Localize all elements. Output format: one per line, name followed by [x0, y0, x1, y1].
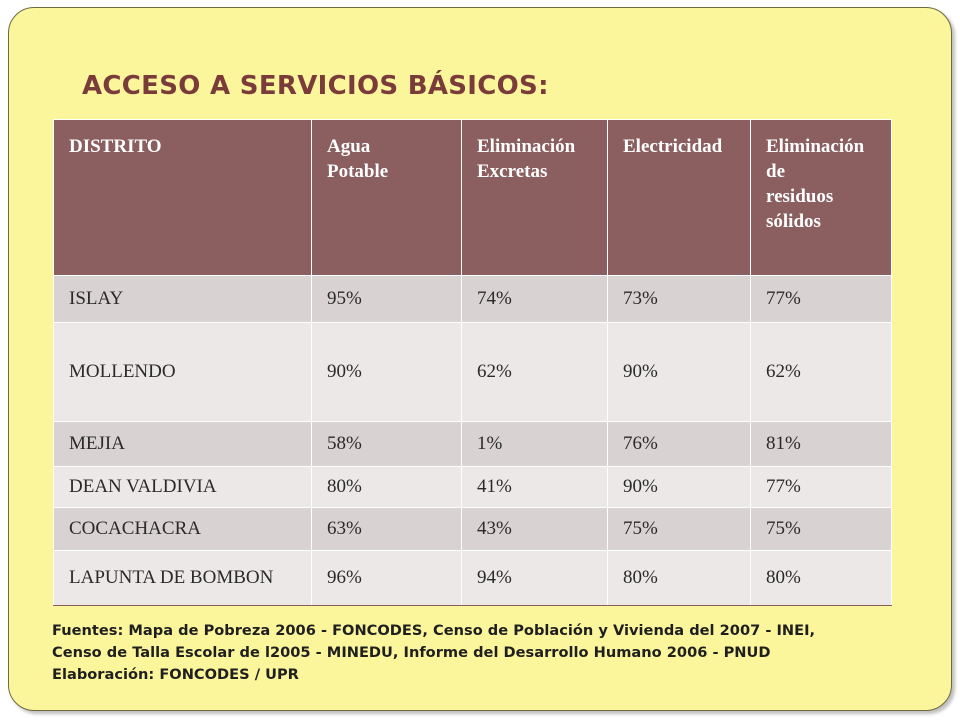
header-eliminacion-residuos: Eliminación de residuos sólidos [750, 119, 892, 276]
credits-line: Elaboración: FONCODES / UPR [52, 666, 299, 683]
table-header-row: DISTRITO Agua Potable Eliminación Excret… [53, 119, 892, 276]
cell-electricidad: 75% [607, 507, 751, 551]
cell-electricidad: 90% [607, 322, 751, 422]
cell-agua: 58% [311, 421, 462, 467]
header-agua-potable: Agua Potable [311, 119, 462, 276]
cell-excretas: 1% [461, 421, 608, 467]
cell-distrito: MOLLENDO [53, 322, 312, 422]
table-row: MEJIA 58% 1% 76% 81% [53, 421, 892, 467]
cell-distrito: COCACHACRA [53, 507, 312, 551]
table-row: COCACHACRA 63% 43% 75% 75% [53, 507, 892, 551]
cell-agua: 96% [311, 550, 462, 606]
table-row: LAPUNTA DE BOMBON 96% 94% 80% 80% [53, 550, 892, 606]
cell-residuos: 80% [750, 550, 892, 606]
cell-electricidad: 90% [607, 466, 751, 508]
cell-residuos: 62% [750, 322, 892, 422]
cell-residuos: 77% [750, 466, 892, 508]
cell-residuos: 81% [750, 421, 892, 467]
cell-agua: 80% [311, 466, 462, 508]
sources-line: Fuentes: Mapa de Pobreza 2006 - FONCODES… [52, 622, 816, 639]
cell-residuos: 77% [750, 275, 892, 323]
table-row: DEAN VALDIVIA 80% 41% 90% 77% [53, 466, 892, 508]
header-electricidad: Electricidad [607, 119, 751, 276]
header-eliminacion-excretas: Eliminación Excretas [461, 119, 608, 276]
cell-residuos: 75% [750, 507, 892, 551]
cell-excretas: 74% [461, 275, 608, 323]
header-distrito: DISTRITO [53, 119, 312, 276]
cell-agua: 95% [311, 275, 462, 323]
cell-electricidad: 73% [607, 275, 751, 323]
cell-agua: 63% [311, 507, 462, 551]
cell-excretas: 62% [461, 322, 608, 422]
table-row: ISLAY 95% 74% 73% 77% [53, 275, 892, 323]
cell-excretas: 94% [461, 550, 608, 606]
services-table: DISTRITO Agua Potable Eliminación Excret… [53, 119, 892, 606]
cell-electricidad: 76% [607, 421, 751, 467]
cell-distrito: LAPUNTA DE BOMBON [53, 550, 312, 606]
cell-agua: 90% [311, 322, 462, 422]
cell-excretas: 41% [461, 466, 608, 508]
sources-note: Fuentes: Mapa de Pobreza 2006 - FONCODES… [52, 620, 912, 686]
sources-line: Censo de Talla Escolar de l2005 - MINEDU… [52, 644, 771, 661]
cell-excretas: 43% [461, 507, 608, 551]
cell-distrito: ISLAY [53, 275, 312, 323]
cell-distrito: MEJIA [53, 421, 312, 467]
table-row: MOLLENDO 90% 62% 90% 62% [53, 322, 892, 422]
cell-electricidad: 80% [607, 550, 751, 606]
cell-distrito: DEAN VALDIVIA [53, 466, 312, 508]
page-title: ACCESO A SERVICIOS BÁSICOS: [82, 71, 549, 101]
